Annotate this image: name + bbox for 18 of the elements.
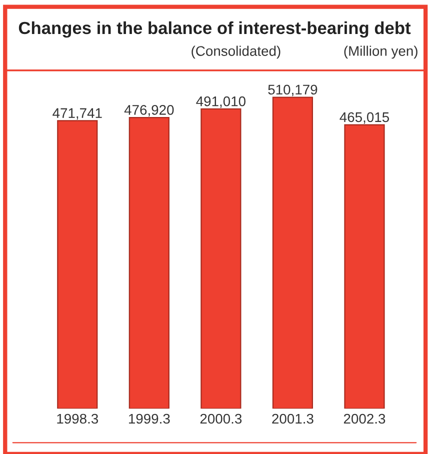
text: (Million yen) (344, 46, 418, 59)
bar (344, 124, 385, 409)
x-tick-label: 2000.3 (200, 414, 242, 424)
data-label: 471,741 (52, 108, 102, 120)
data-label: 476,920 (124, 105, 174, 116)
x-tick-label: 1998.3 (57, 414, 98, 424)
chart-title: Changes in the balance of interest-bearing debt (18, 21, 411, 38)
bar (57, 120, 98, 409)
chart-subtitle: (Consolidated) (192, 46, 280, 59)
data-label: 465,015 (340, 112, 390, 124)
bar (128, 117, 170, 409)
x-tick-label: 1999.3 (128, 414, 170, 424)
x-tick-label: 2002.3 (344, 414, 386, 424)
x-tick-label: 2001.3 (272, 414, 314, 424)
bar (200, 108, 242, 409)
data-label: 510,179 (268, 84, 318, 96)
bar (272, 96, 314, 409)
data-label: 491,010 (196, 96, 246, 108)
